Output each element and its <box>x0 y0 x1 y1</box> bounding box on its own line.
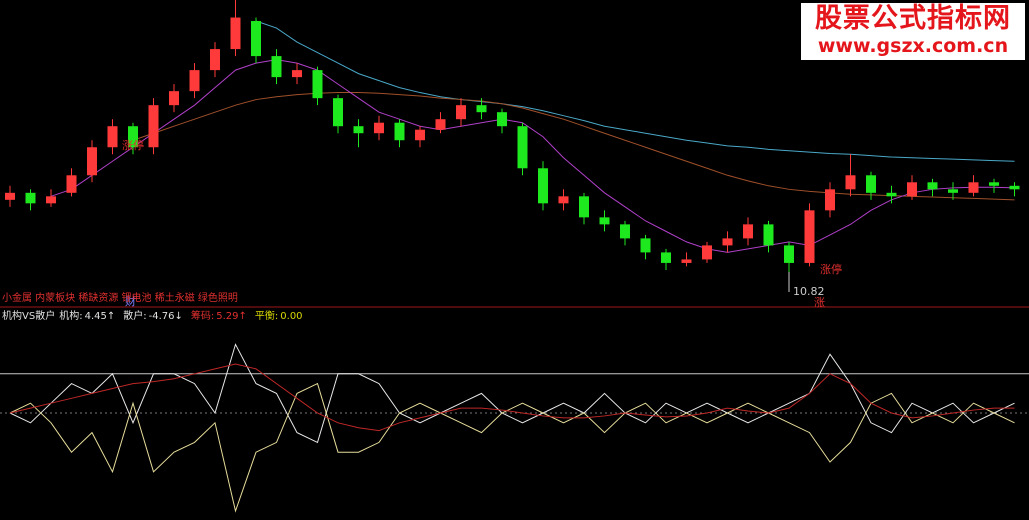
annotation: 涨停 <box>122 138 144 152</box>
candle-body <box>599 217 610 225</box>
watermark-title: 股票公式指标网 <box>815 3 1011 34</box>
candle-body <box>251 21 261 57</box>
readout-name: 机构: <box>59 311 83 322</box>
low-label: 10.82 <box>793 285 825 298</box>
candle-body <box>456 105 466 120</box>
candle-body <box>743 224 753 239</box>
candle-body <box>435 119 446 130</box>
candle-body <box>333 98 343 127</box>
readout: 机构: 4.45↑ <box>59 311 119 322</box>
candle-body <box>845 175 856 190</box>
candle-body <box>825 189 835 211</box>
candle-body <box>5 192 15 200</box>
candle-body <box>107 126 118 148</box>
candle-body <box>87 147 97 176</box>
candle-body <box>169 91 179 106</box>
candle-body <box>681 259 692 263</box>
candle-body <box>907 182 917 197</box>
candle-body <box>989 182 999 186</box>
readout-value: 4.45↑ <box>84 311 116 322</box>
candle-body <box>25 192 36 204</box>
candle-body <box>148 105 159 148</box>
readout: 散户: -4.76↓ <box>123 311 187 322</box>
candle-body <box>230 17 241 50</box>
readout-name: 筹码: <box>190 311 215 322</box>
candle-body <box>661 252 671 263</box>
readout: 筹码: 5.29↑ <box>191 311 251 322</box>
candle-body <box>804 210 815 263</box>
readout: 平衡: 0.00 <box>255 311 307 322</box>
watermark-url: www.gszx.com.cn <box>817 35 1009 57</box>
readout-name: 散户: <box>123 311 147 322</box>
moving-average <box>255 20 1015 162</box>
candle-body <box>538 168 548 204</box>
candle-body <box>579 196 589 218</box>
candle-body <box>948 189 958 193</box>
indicator-line <box>9 382 1015 513</box>
candle-body <box>558 196 569 204</box>
candle-body <box>927 182 938 190</box>
readout-value: -4.76↓ <box>148 311 183 322</box>
candle-body <box>292 70 302 78</box>
candle-body <box>353 126 364 134</box>
annotation: 财 <box>125 294 136 308</box>
candle-body <box>1009 185 1020 190</box>
candle-body <box>312 70 323 99</box>
watermark: 股票公式指标网 www.gszx.com.cn <box>801 3 1025 60</box>
annotation: 涨 <box>814 296 825 309</box>
candle-body <box>476 105 487 113</box>
indicator-line <box>9 343 1015 444</box>
candle-body <box>46 196 56 204</box>
candle-body <box>374 122 384 134</box>
readout-value: 5.29↑ <box>216 311 247 322</box>
candle-body <box>763 224 774 246</box>
indicator-line <box>9 363 1015 432</box>
candle-body <box>702 245 712 260</box>
readout-name: 平衡: <box>254 311 279 322</box>
candle-body <box>210 49 220 71</box>
candle-body <box>968 182 979 193</box>
indicator-title: 机构VS散户 <box>2 311 56 322</box>
candle-body <box>620 224 630 239</box>
candle-body <box>415 129 425 141</box>
candle-body <box>517 126 528 169</box>
candle-body <box>640 238 651 253</box>
moving-average <box>132 92 1015 201</box>
candle-body <box>128 126 138 148</box>
candle-body <box>866 175 876 193</box>
candle-body <box>189 70 200 92</box>
candle-body <box>497 112 507 127</box>
indicator-legend: 机构VS散户 机构: 4.45↑ 散户: -4.76↓ 筹码: 5.29↑ 平衡: 0.00 <box>2 307 311 322</box>
candle-body <box>66 175 77 193</box>
moving-average <box>50 59 1015 253</box>
subtitle: 小金属 内蒙板块 稀缺资源 锂电池 稀土永磁 绿色照明 <box>2 293 238 304</box>
candle-body <box>722 238 733 246</box>
candle-body <box>784 245 794 263</box>
candle-body <box>886 192 897 197</box>
annotation: 涨停 <box>820 262 842 276</box>
readout-value: 0.00 <box>280 311 303 322</box>
candle-body <box>394 122 405 141</box>
candle-body <box>271 56 282 78</box>
